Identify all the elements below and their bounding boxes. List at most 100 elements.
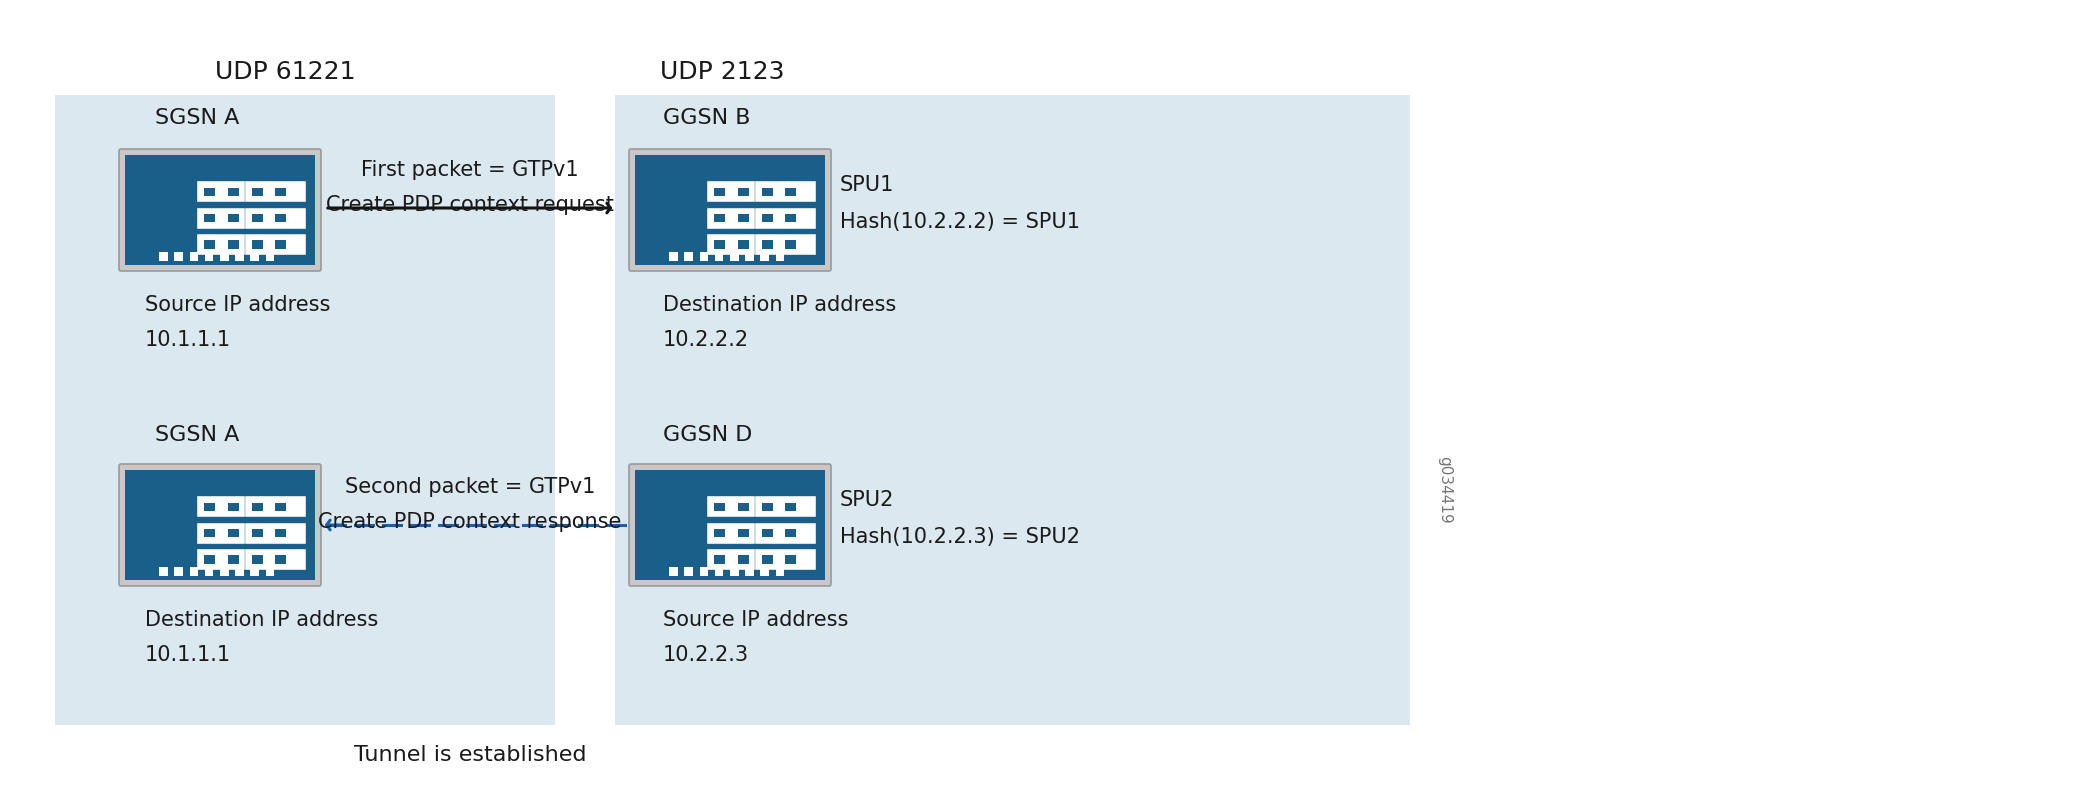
- Bar: [174, 567, 183, 576]
- Bar: [197, 182, 258, 202]
- Bar: [246, 549, 304, 570]
- Bar: [785, 187, 796, 196]
- Bar: [746, 567, 754, 576]
- Bar: [204, 214, 216, 222]
- Text: Hash(10.2.2.2) = SPU1: Hash(10.2.2.2) = SPU1: [840, 212, 1079, 232]
- Bar: [708, 234, 769, 255]
- Bar: [737, 503, 748, 511]
- Bar: [762, 556, 773, 564]
- Bar: [235, 567, 244, 576]
- Bar: [252, 187, 262, 196]
- Bar: [634, 470, 825, 580]
- Bar: [634, 248, 825, 265]
- Bar: [246, 182, 304, 202]
- Bar: [754, 549, 815, 570]
- Bar: [275, 214, 286, 222]
- Text: Second packet = GTPv1: Second packet = GTPv1: [344, 477, 594, 497]
- Bar: [754, 182, 815, 202]
- Bar: [762, 214, 773, 222]
- Bar: [785, 503, 796, 511]
- Bar: [714, 241, 724, 249]
- Bar: [760, 251, 769, 261]
- Bar: [714, 214, 724, 222]
- Bar: [252, 503, 262, 511]
- Bar: [252, 214, 262, 222]
- Text: Create PDP context response: Create PDP context response: [319, 512, 622, 532]
- Bar: [235, 251, 244, 261]
- Bar: [754, 496, 815, 517]
- Bar: [197, 523, 258, 543]
- Bar: [250, 567, 258, 576]
- Bar: [197, 496, 258, 517]
- Bar: [699, 567, 708, 576]
- Text: Destination IP address: Destination IP address: [664, 295, 897, 315]
- Bar: [197, 234, 258, 255]
- Bar: [250, 251, 258, 261]
- Bar: [227, 556, 239, 564]
- Bar: [634, 564, 825, 580]
- Bar: [160, 251, 168, 261]
- Bar: [670, 251, 678, 261]
- Bar: [160, 567, 168, 576]
- Bar: [746, 251, 754, 261]
- Bar: [197, 208, 258, 229]
- Bar: [754, 523, 815, 543]
- Bar: [708, 523, 769, 543]
- FancyBboxPatch shape: [120, 464, 321, 586]
- Text: UDP 61221: UDP 61221: [214, 60, 355, 84]
- Bar: [760, 567, 769, 576]
- Bar: [227, 241, 239, 249]
- Bar: [227, 187, 239, 196]
- Text: Tunnel is established: Tunnel is established: [353, 745, 586, 765]
- Bar: [227, 214, 239, 222]
- Bar: [189, 251, 197, 261]
- Text: g034419: g034419: [1438, 456, 1453, 524]
- Bar: [737, 214, 748, 222]
- Bar: [615, 95, 1409, 725]
- Text: Destination IP address: Destination IP address: [145, 610, 378, 630]
- Bar: [197, 549, 258, 570]
- Bar: [737, 529, 748, 538]
- Bar: [204, 529, 216, 538]
- Bar: [206, 251, 214, 261]
- Text: Source IP address: Source IP address: [664, 610, 848, 630]
- Text: 10.2.2.3: 10.2.2.3: [664, 645, 750, 665]
- Bar: [685, 251, 693, 261]
- Bar: [275, 241, 286, 249]
- Bar: [737, 187, 748, 196]
- Bar: [126, 470, 315, 580]
- Bar: [275, 556, 286, 564]
- Bar: [174, 251, 183, 261]
- Bar: [775, 251, 783, 261]
- FancyBboxPatch shape: [630, 464, 832, 586]
- Bar: [785, 529, 796, 538]
- Bar: [252, 529, 262, 538]
- Bar: [204, 241, 216, 249]
- Bar: [685, 567, 693, 576]
- Text: First packet = GTPv1: First packet = GTPv1: [361, 160, 580, 180]
- Bar: [204, 187, 216, 196]
- Text: SGSN A: SGSN A: [155, 108, 239, 128]
- Text: Hash(10.2.2.3) = SPU2: Hash(10.2.2.3) = SPU2: [840, 527, 1079, 547]
- Bar: [708, 182, 769, 202]
- Bar: [708, 549, 769, 570]
- Text: 10.1.1.1: 10.1.1.1: [145, 645, 231, 665]
- Bar: [737, 556, 748, 564]
- Bar: [714, 251, 722, 261]
- Bar: [714, 567, 722, 576]
- Text: Create PDP context request: Create PDP context request: [326, 195, 613, 215]
- Text: GGSN D: GGSN D: [664, 425, 752, 445]
- Bar: [246, 523, 304, 543]
- Bar: [265, 251, 275, 261]
- Bar: [714, 187, 724, 196]
- Bar: [227, 529, 239, 538]
- Bar: [714, 529, 724, 538]
- Bar: [670, 567, 678, 576]
- Bar: [731, 567, 739, 576]
- Bar: [731, 251, 739, 261]
- Bar: [206, 567, 214, 576]
- Bar: [785, 556, 796, 564]
- Bar: [126, 155, 315, 265]
- Bar: [126, 248, 315, 265]
- Text: 10.1.1.1: 10.1.1.1: [145, 330, 231, 350]
